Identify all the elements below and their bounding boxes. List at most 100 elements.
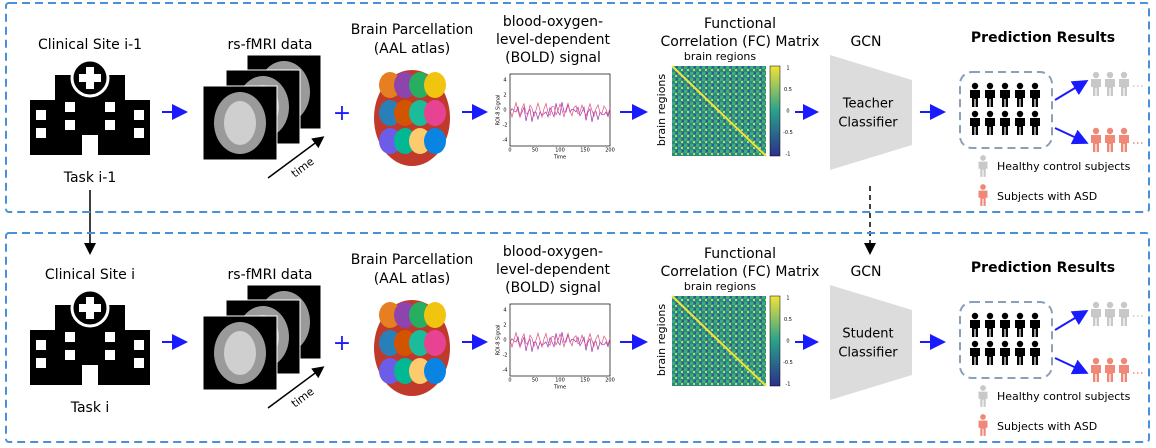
brain-regions-side: brain regions [655, 74, 668, 147]
atlas-region [424, 100, 446, 126]
bold-ytick: -2 [503, 123, 508, 129]
colorbar-tick: 1 [786, 66, 789, 72]
fmri-label: rs-fMRI data [228, 267, 313, 283]
colorbar-tick: -1 [786, 152, 791, 158]
classifier-label: Teacher [842, 97, 894, 112]
person-head [986, 110, 994, 118]
bold-ylabel: ROI-8 Signal [496, 95, 502, 126]
subject-group [959, 71, 1053, 149]
colorbar-tick: 0 [786, 339, 789, 345]
window [36, 358, 46, 368]
bold-xlabel: Time [553, 155, 566, 161]
person-body [1030, 348, 1040, 365]
window [65, 120, 75, 130]
bold-ylabel: ROI-8 Signal [496, 325, 502, 356]
window [105, 350, 115, 360]
person-body [969, 320, 980, 337]
plus-sign: + [333, 101, 351, 126]
window [36, 110, 46, 120]
legend-healthy: Healthy control subjects [997, 160, 1131, 173]
window [134, 110, 144, 120]
person-body [978, 190, 988, 206]
bold-ytick: -4 [503, 138, 508, 144]
bold-xtick: 200 [605, 378, 615, 384]
person-head [986, 82, 994, 90]
bold-ytick: 0 [503, 338, 506, 344]
person-body [999, 348, 1010, 365]
person-body [1014, 90, 1025, 107]
fmri-brain-inner [224, 101, 256, 145]
bold-ytick: 2 [503, 93, 506, 99]
person-body [984, 320, 995, 337]
person-body [999, 118, 1010, 135]
person-body [1091, 309, 1101, 326]
atlas-region [424, 358, 446, 384]
person-head [980, 414, 986, 420]
bold-ytick: 0 [503, 108, 506, 114]
bold-xtick: 100 [555, 378, 565, 384]
parcellation-label: (AAL atlas) [374, 41, 451, 57]
bold-xtick: 150 [580, 378, 590, 384]
colorbar-tick: 0.5 [784, 317, 792, 323]
window [36, 128, 46, 138]
person-head [1001, 110, 1009, 118]
window [134, 340, 144, 350]
person-body [969, 90, 980, 107]
bold-ytick: 4 [503, 78, 506, 84]
prediction-label: Prediction Results [971, 30, 1115, 46]
person-body [1091, 135, 1101, 152]
bold-ytick: 2 [503, 323, 506, 329]
fc-label: Functional [704, 16, 776, 32]
person-head [986, 312, 994, 320]
colorbar-tick: 1 [786, 296, 789, 302]
arrow [1054, 79, 1089, 101]
person-body [1014, 348, 1025, 365]
fc-diagonal [671, 65, 767, 157]
atlas-region [424, 128, 446, 154]
person-body [1119, 135, 1129, 152]
hospital-icon [30, 305, 150, 385]
person-head [1106, 301, 1114, 309]
person-head [1092, 357, 1100, 365]
window [65, 350, 75, 360]
person-body [1014, 118, 1025, 135]
person-body [1119, 309, 1129, 326]
person-head [1001, 312, 1009, 320]
bold-xtick: 0 [508, 378, 511, 384]
person-body [978, 420, 988, 436]
bold-label: (BOLD) signal [505, 50, 601, 66]
person-body [978, 161, 988, 177]
colorbar-tick: -1 [786, 382, 791, 388]
bold-plot-frame [509, 303, 611, 377]
person-body [984, 348, 995, 365]
person-head [971, 110, 979, 118]
legend-asd: Subjects with ASD [997, 420, 1097, 433]
legend-asd: Subjects with ASD [997, 190, 1097, 203]
person-body [1119, 365, 1129, 382]
colorbar-tick: 0 [786, 109, 789, 115]
person-head [980, 155, 986, 161]
atlas-region [424, 72, 446, 98]
bold-ytick: -2 [503, 353, 508, 359]
bold-xtick: 0 [508, 148, 511, 154]
site-label: Clinical Site i-1 [38, 37, 142, 53]
person-body [1030, 90, 1040, 107]
person-body [1014, 320, 1025, 337]
person-body [969, 348, 980, 365]
person-head [1092, 127, 1100, 135]
gcn-label: GCN [850, 34, 881, 50]
window [105, 120, 115, 130]
classifier-label: Student [842, 327, 893, 342]
brain-regions-top: brain regions [684, 50, 757, 63]
person-head [1120, 71, 1128, 79]
bold-label: blood-oxygen- [503, 244, 603, 260]
colorbar [769, 65, 781, 157]
fc-label: Correlation (FC) Matrix [661, 264, 820, 280]
person-head [971, 82, 979, 90]
person-body [1105, 365, 1115, 382]
window [65, 102, 75, 112]
prediction-label: Prediction Results [971, 260, 1115, 276]
row-frame [5, 2, 1150, 213]
